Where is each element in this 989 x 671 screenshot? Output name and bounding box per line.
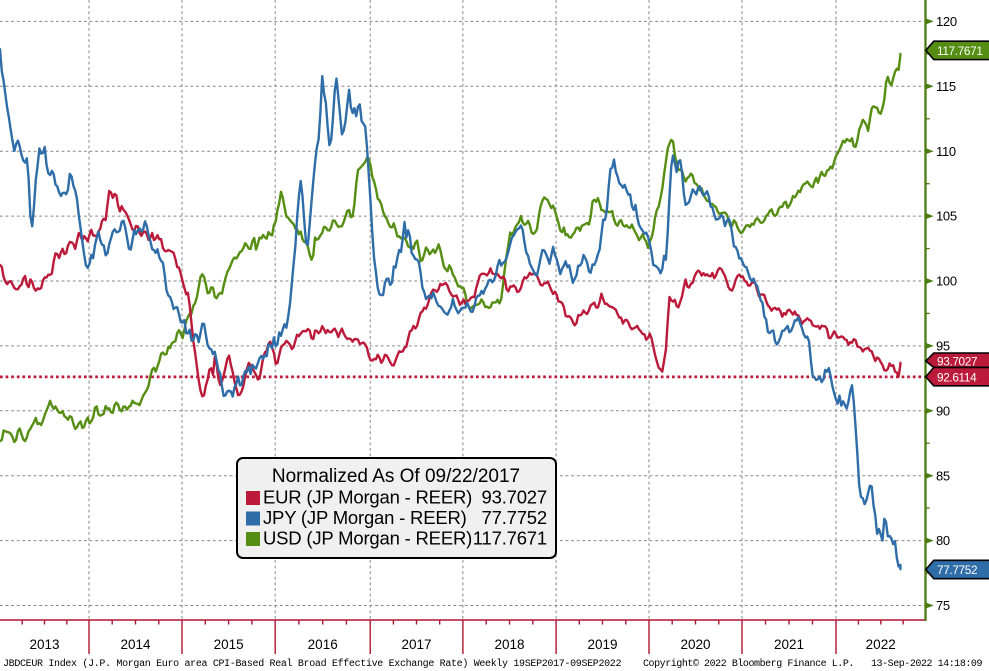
svg-text:110: 110 <box>936 144 956 159</box>
svg-text:90: 90 <box>936 403 950 418</box>
svg-text:13-Sep-2022 14:18:09: 13-Sep-2022 14:18:09 <box>871 659 982 670</box>
svg-text:93.7027: 93.7027 <box>937 355 977 369</box>
svg-text:80: 80 <box>936 533 950 548</box>
svg-text:Copyright© 2022 Bloomberg Fina: Copyright© 2022 Bloomberg Finance L.P. <box>643 658 854 670</box>
svg-text:JBDCEUR Index (J.P. Morgan Eur: JBDCEUR Index (J.P. Morgan Euro area CPI… <box>3 658 621 670</box>
svg-text:75: 75 <box>936 598 950 613</box>
svg-text:2016: 2016 <box>308 637 338 652</box>
svg-text:105: 105 <box>936 209 957 224</box>
svg-text:EUR (JP Morgan - REER): EUR (JP Morgan - REER) <box>263 487 472 508</box>
svg-text:77.7752: 77.7752 <box>937 563 977 577</box>
svg-text:100: 100 <box>936 274 957 289</box>
svg-text:2020: 2020 <box>680 637 710 652</box>
svg-text:2017: 2017 <box>401 637 431 652</box>
svg-text:2014: 2014 <box>120 637 151 652</box>
svg-text:2013: 2013 <box>29 637 59 652</box>
svg-text:2018: 2018 <box>494 637 524 652</box>
svg-text:JPY (JP Morgan - REER): JPY (JP Morgan - REER) <box>263 507 467 528</box>
svg-text:93.7027: 93.7027 <box>482 487 547 508</box>
svg-text:95: 95 <box>936 339 950 354</box>
svg-text:2019: 2019 <box>587 637 617 652</box>
svg-text:117.7671: 117.7671 <box>937 44 983 58</box>
svg-text:117.7671: 117.7671 <box>473 528 547 549</box>
svg-text:2022: 2022 <box>866 637 896 652</box>
svg-text:2021: 2021 <box>774 637 804 652</box>
svg-text:2015: 2015 <box>214 637 244 652</box>
svg-text:Normalized As Of 09/22/2017: Normalized As Of 09/22/2017 <box>272 466 520 487</box>
svg-text:77.7752: 77.7752 <box>482 507 547 528</box>
svg-text:USD (JP Morgan - REER): USD (JP Morgan - REER) <box>263 528 472 549</box>
svg-text:85: 85 <box>936 468 950 483</box>
svg-text:92.6114: 92.6114 <box>937 371 977 385</box>
svg-text:115: 115 <box>936 79 956 94</box>
svg-text:120: 120 <box>936 14 957 29</box>
